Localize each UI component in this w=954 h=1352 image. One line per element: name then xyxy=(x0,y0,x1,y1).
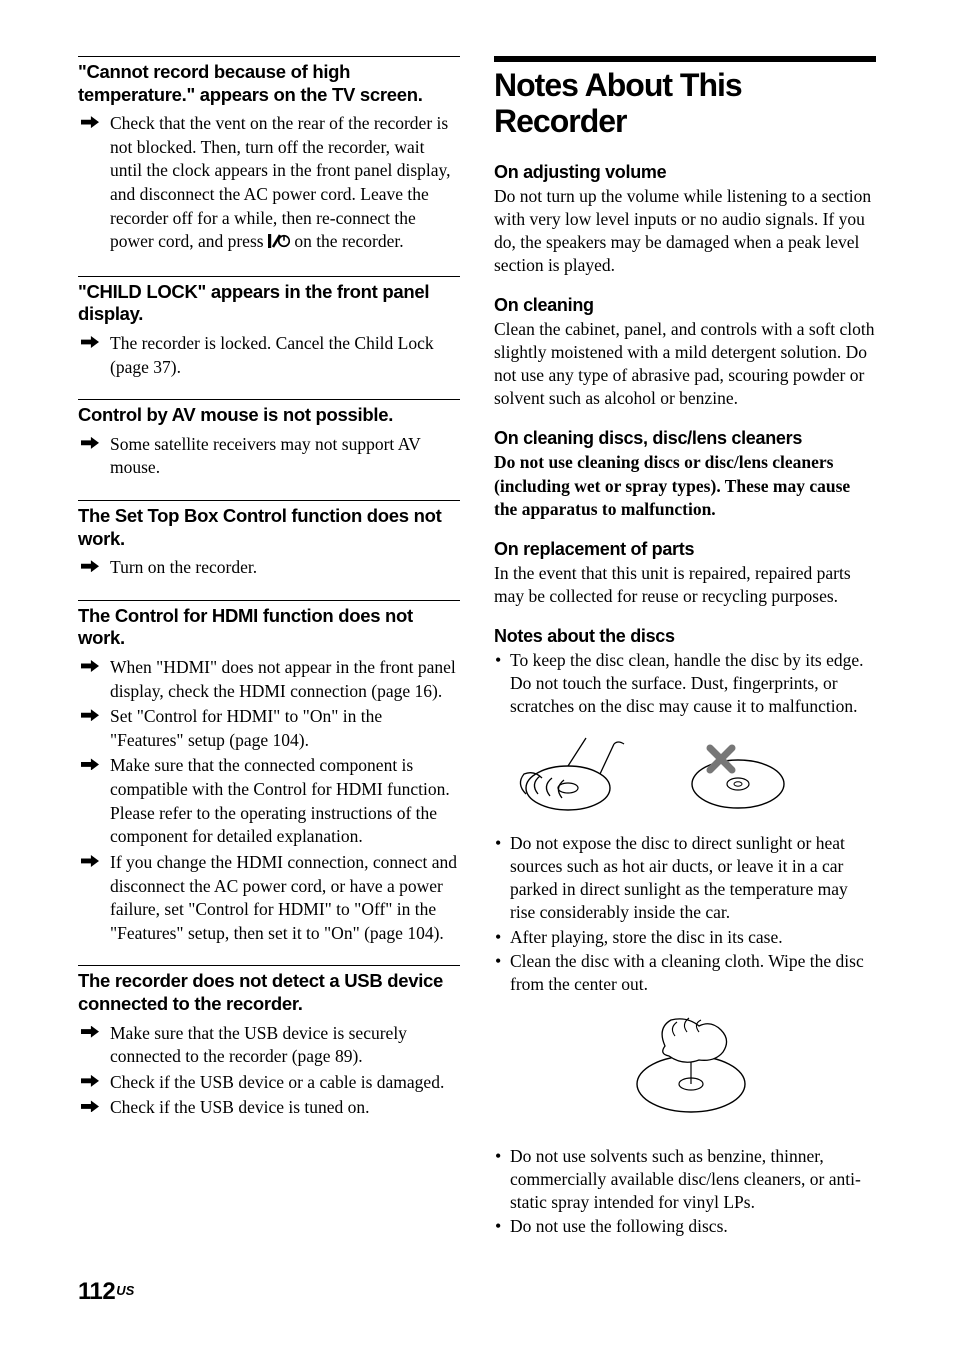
disc-notes-list: Do not use solvents such as benzine, thi… xyxy=(494,1145,876,1238)
list-item: Do not expose the disc to direct sunligh… xyxy=(494,832,876,924)
issue-title: "Cannot record because of high temperatu… xyxy=(78,61,460,106)
issue-title: Control by AV mouse is not possible. xyxy=(78,404,460,427)
issue-title: The Set Top Box Control function does no… xyxy=(78,505,460,550)
list-item: Clean the disc with a cleaning cloth. Wi… xyxy=(494,950,876,996)
solution-item: Some satellite receivers may not support… xyxy=(78,433,460,480)
solution-item: When "HDMI" does not appear in the front… xyxy=(78,656,460,703)
issue-solutions: Check that the vent on the rear of the r… xyxy=(78,112,460,256)
solution-item: Set "Control for HDMI" to "On" in the "F… xyxy=(78,705,460,752)
disc-wipe-icon xyxy=(605,1010,765,1120)
body-text: Do not turn up the volume while listenin… xyxy=(494,185,876,277)
solution-item: Make sure that the connected component i… xyxy=(78,754,460,849)
page-region: US xyxy=(116,1283,134,1298)
body-text: In the event that this unit is repaired,… xyxy=(494,562,876,608)
solution-item: Make sure that the USB device is securel… xyxy=(78,1022,460,1069)
issue-solutions: The recorder is locked. Cancel the Child… xyxy=(78,332,460,379)
section-divider xyxy=(494,56,876,62)
disc-notes-list: To keep the disc clean, handle the disc … xyxy=(494,649,876,718)
sub-heading: On adjusting volume xyxy=(494,162,876,183)
issue-solutions: Turn on the recorder. xyxy=(78,556,460,580)
body-text-bold: Do not use cleaning discs or disc/lens c… xyxy=(494,451,876,520)
divider xyxy=(78,500,460,501)
sub-heading: Notes about the discs xyxy=(494,626,876,647)
issue-title: The Control for HDMI function does not w… xyxy=(78,605,460,650)
divider xyxy=(78,600,460,601)
solution-item: The recorder is locked. Cancel the Child… xyxy=(78,332,460,379)
issue-title: The recorder does not detect a USB devic… xyxy=(78,970,460,1015)
sub-heading: On cleaning discs, disc/lens cleaners xyxy=(494,428,876,449)
solution-text-suffix: on the recorder. xyxy=(290,231,404,251)
right-column: Notes About This Recorder On adjusting v… xyxy=(494,56,876,1250)
page-number: 112 xyxy=(78,1278,115,1305)
issue-title: "CHILD LOCK" appears in the front panel … xyxy=(78,281,460,326)
solution-item: If you change the HDMI connection, conne… xyxy=(78,851,460,946)
left-column: "Cannot record because of high temperatu… xyxy=(78,56,460,1250)
list-item: Do not use solvents such as benzine, thi… xyxy=(494,1145,876,1214)
sub-heading: On cleaning xyxy=(494,295,876,316)
issue-solutions: Some satellite receivers may not support… xyxy=(78,433,460,480)
disc-notes-list: Do not expose the disc to direct sunligh… xyxy=(494,832,876,996)
solution-item: Check if the USB device or a cable is da… xyxy=(78,1071,460,1095)
divider xyxy=(78,965,460,966)
section-heading: Notes About This Recorder xyxy=(494,68,876,140)
list-item: Do not use the following discs. xyxy=(494,1215,876,1238)
two-column-layout: "Cannot record because of high temperatu… xyxy=(78,56,876,1250)
disc-no-touch-icon xyxy=(676,734,796,814)
solution-item: Check if the USB device is tuned on. xyxy=(78,1096,460,1120)
list-item: After playing, store the disc in its cas… xyxy=(494,926,876,949)
disc-hold-edge-icon xyxy=(506,734,636,814)
disc-wipe-figure xyxy=(605,1010,765,1125)
list-item: To keep the disc clean, handle the disc … xyxy=(494,649,876,718)
solution-item: Turn on the recorder. xyxy=(78,556,460,580)
issue-solutions: Make sure that the USB device is securel… xyxy=(78,1022,460,1121)
page-footer: 112US xyxy=(78,1278,134,1306)
issue-solutions: When "HDMI" does not appear in the front… xyxy=(78,656,460,946)
power-icon xyxy=(268,232,290,256)
body-text: Clean the cabinet, panel, and controls w… xyxy=(494,318,876,410)
divider xyxy=(78,276,460,277)
solution-item: Check that the vent on the rear of the r… xyxy=(78,112,460,256)
disc-handling-figure xyxy=(506,734,876,814)
divider xyxy=(78,56,460,57)
divider xyxy=(78,399,460,400)
sub-heading: On replacement of parts xyxy=(494,539,876,560)
